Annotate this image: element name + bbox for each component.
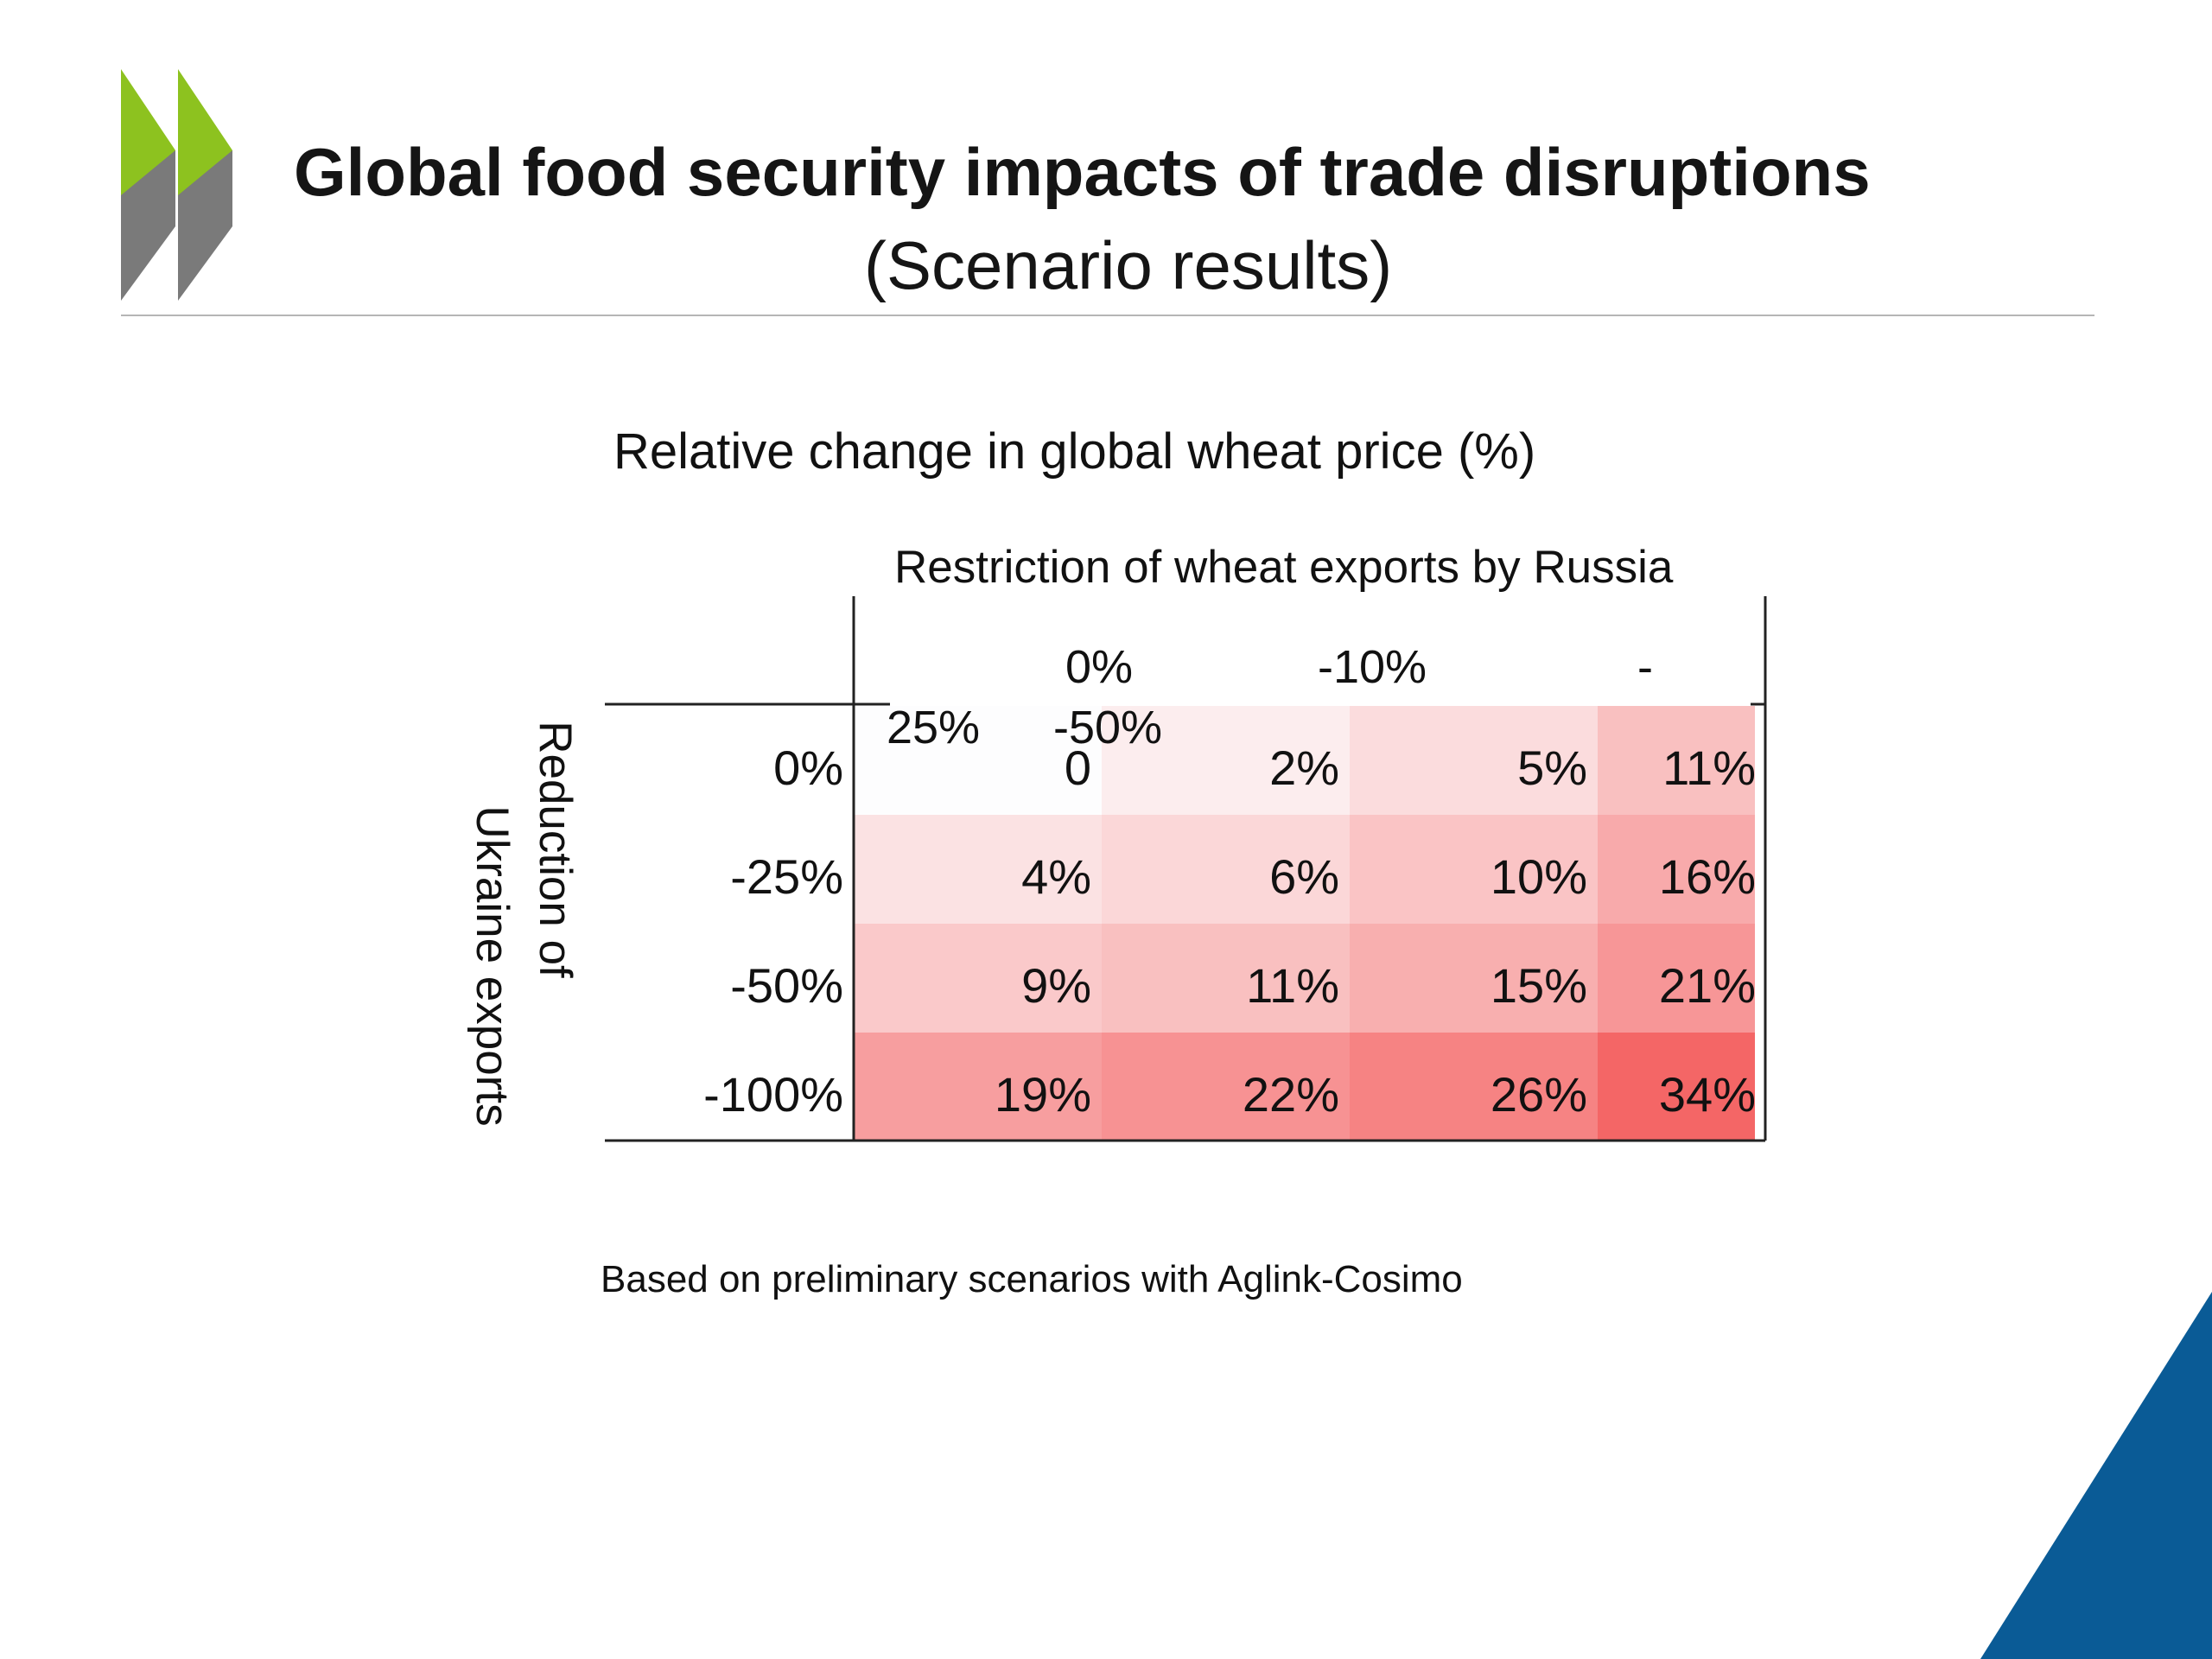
heat-cell-r2-c0 <box>854 924 1102 1033</box>
x-tick-label-2: - <box>1637 641 1653 693</box>
x-tick-label-4: -50% <box>1053 702 1162 753</box>
y-tick-label-2: -50% <box>730 958 843 1013</box>
heat-cell-r1-c1 <box>1102 815 1350 924</box>
y-axis-label-line2: Ukraine exports <box>467 805 518 1126</box>
table-rules <box>605 596 1767 1142</box>
heat-cell-r3-c3 <box>1598 1033 1755 1141</box>
x-tick-label-3: 25% <box>887 702 980 753</box>
x-tick-labels: 0% -10% - 25% -50% <box>887 641 1653 753</box>
heatmap-cell-labels: 0 2% 5% 11% 4% 6% 10% 16% 9% 11% 15% 21% 19% 22% 26% 34… <box>995 741 1756 1122</box>
heat-cell-label-r1-c0: 4% <box>1021 849 1091 904</box>
heat-cell-label-r3-c2: 26% <box>1491 1067 1587 1122</box>
oecd-logo-icon <box>121 69 232 301</box>
heat-cell-r3-c0 <box>854 1033 1102 1141</box>
heat-cell-r2-c2 <box>1350 924 1598 1033</box>
heat-cell-r1-c3 <box>1598 815 1755 924</box>
y-tick-label-3: -100% <box>703 1067 843 1122</box>
heat-cell-label-r0-c0: 0 <box>1065 741 1091 795</box>
heat-cell-r0-c3 <box>1598 706 1755 815</box>
y-tick-label-0: 0% <box>773 741 843 795</box>
heat-cell-label-r2-c0: 9% <box>1021 958 1091 1013</box>
x-axis-label: Restriction of wheat exports by Russia <box>894 542 1674 593</box>
heat-cell-label-r3-c1: 22% <box>1243 1067 1339 1122</box>
heat-cell-label-r0-c1: 2% <box>1269 741 1339 795</box>
x-tick-label-0: 0% <box>1065 641 1133 693</box>
chart-title: Relative change in global wheat price (%… <box>613 423 1535 480</box>
heat-cell-label-r2-c3: 21% <box>1659 958 1756 1013</box>
slide-title: Global food security impacts of trade di… <box>294 134 1871 210</box>
heat-cell-label-r3-c0: 19% <box>995 1067 1091 1122</box>
heat-cell-label-r1-c2: 10% <box>1491 849 1587 904</box>
heat-cell-r2-c1 <box>1102 924 1350 1033</box>
footnote: Based on preliminary scenarios with Agli… <box>601 1258 1463 1300</box>
heat-cell-r2-c3 <box>1598 924 1755 1033</box>
title-divider <box>121 315 2094 316</box>
heat-cell-r0-c1 <box>1102 706 1350 815</box>
heat-cell-label-r0-c3: 11% <box>1662 741 1756 795</box>
slide-subtitle: (Scenario results) <box>864 227 1393 303</box>
heat-cell-r0-c0 <box>854 706 1102 815</box>
heat-cell-label-r3-c3: 34% <box>1659 1067 1756 1122</box>
y-tick-label-1: -25% <box>730 849 843 904</box>
heatmap-cells <box>854 706 1755 1141</box>
heat-cell-label-r2-c2: 15% <box>1491 958 1587 1013</box>
heat-cell-label-r0-c2: 5% <box>1517 741 1587 795</box>
y-tick-labels: 0% -25% -50% -100% <box>703 741 843 1122</box>
heat-cell-label-r1-c3: 16% <box>1659 849 1756 904</box>
y-axis-label-line1: Reduction of <box>530 721 581 978</box>
heat-cell-label-r2-c1: 11% <box>1246 958 1339 1013</box>
heat-cell-r0-c2 <box>1350 706 1598 815</box>
heat-cell-label-r1-c1: 6% <box>1269 849 1339 904</box>
heat-cell-r1-c0 <box>854 815 1102 924</box>
heat-cell-r3-c1 <box>1102 1033 1350 1141</box>
heat-cell-r3-c2 <box>1350 1033 1598 1141</box>
heat-cell-r1-c2 <box>1350 815 1598 924</box>
x-tick-label-1: -10% <box>1318 641 1427 693</box>
